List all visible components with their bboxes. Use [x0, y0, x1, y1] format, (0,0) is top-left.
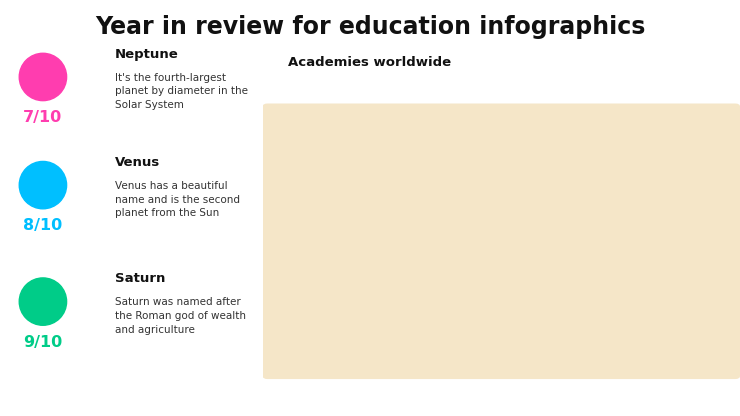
Ellipse shape: [19, 53, 67, 101]
Ellipse shape: [19, 161, 67, 209]
Text: Venus has a beautiful
name and is the second
planet from the Sun: Venus has a beautiful name and is the se…: [115, 181, 240, 218]
FancyBboxPatch shape: [263, 104, 740, 379]
Text: Year in review for education infographics: Year in review for education infographic…: [95, 15, 645, 39]
Text: Neptune: Neptune: [115, 48, 178, 61]
Text: Venus: Venus: [115, 156, 160, 169]
Text: Academies worldwide: Academies worldwide: [289, 56, 451, 69]
Text: It's the fourth-largest
planet by diameter in the
Solar System: It's the fourth-largest planet by diamet…: [115, 73, 248, 110]
Text: 7/10: 7/10: [23, 110, 63, 125]
Ellipse shape: [19, 278, 67, 325]
Text: Saturn was named after
the Roman god of wealth
and agriculture: Saturn was named after the Roman god of …: [115, 297, 246, 334]
Text: Saturn: Saturn: [115, 272, 165, 285]
Text: 8/10: 8/10: [23, 218, 63, 233]
Text: 9/10: 9/10: [23, 335, 63, 350]
